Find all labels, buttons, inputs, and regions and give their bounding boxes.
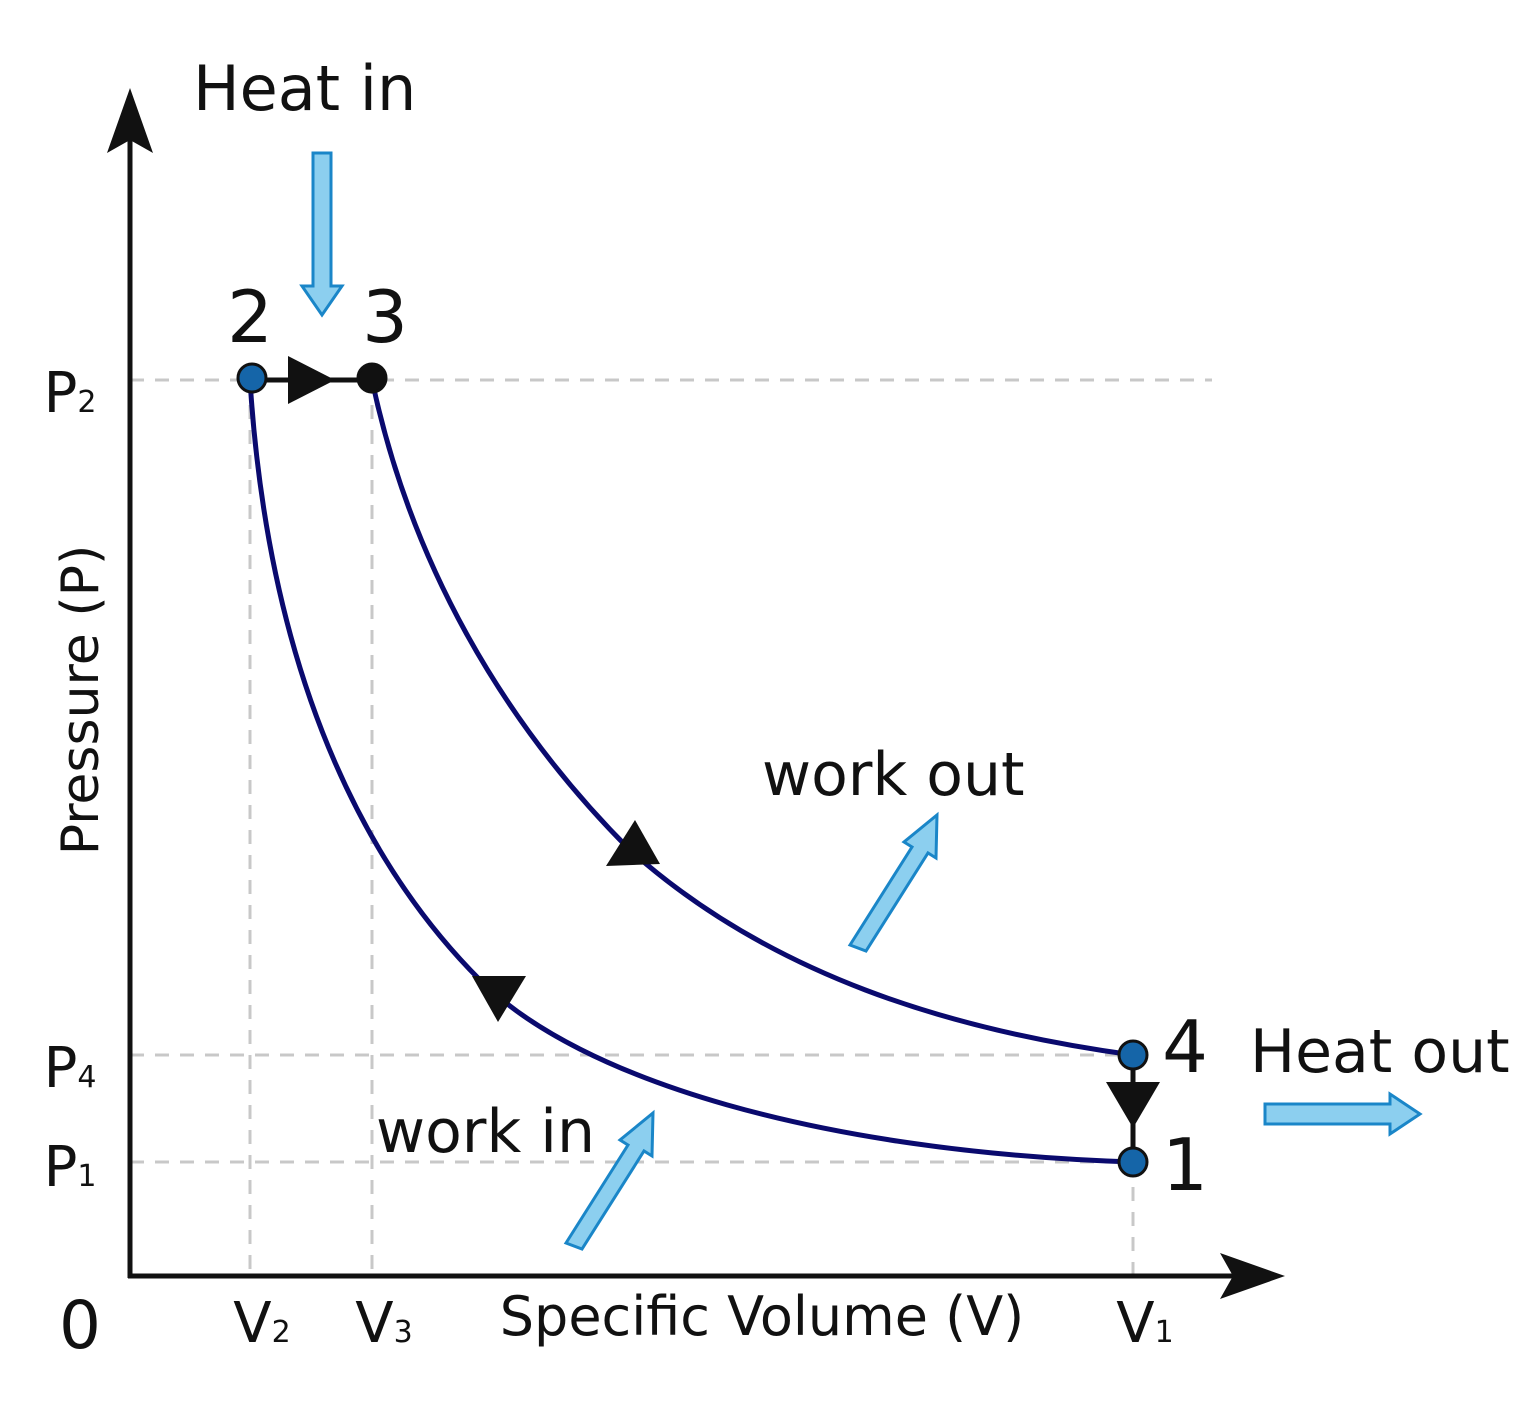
expansion-curve bbox=[369, 379, 1134, 1058]
heat-out-label: Heat out bbox=[1250, 1017, 1510, 1087]
state-label-2: 2 bbox=[227, 275, 273, 359]
tick-label-v2: V2 bbox=[233, 1291, 290, 1356]
direction-arrow-4-1 bbox=[1106, 1082, 1160, 1128]
state-label-1: 1 bbox=[1162, 1123, 1208, 1207]
flow-arrows bbox=[299, 151, 1423, 1251]
state-label-3: 3 bbox=[362, 275, 408, 359]
tick-label-p1: P1 bbox=[44, 1135, 97, 1200]
direction-arrow-3-4 bbox=[606, 820, 660, 866]
work-in-label: work in bbox=[376, 1097, 595, 1167]
x-axis-arrowhead bbox=[1220, 1253, 1285, 1299]
tick-label-v1: V1 bbox=[1116, 1291, 1173, 1356]
work-out-label: work out bbox=[762, 740, 1025, 810]
state-point-3 bbox=[356, 362, 388, 394]
state-point-4 bbox=[1117, 1039, 1149, 1071]
x-axis-label: Specific Volume (V) bbox=[500, 1285, 1024, 1348]
state-point-2 bbox=[236, 362, 268, 394]
tick-label-p2: P2 bbox=[44, 361, 97, 426]
heat-out-arrow-icon bbox=[1263, 1091, 1423, 1137]
tick-label-v3: V3 bbox=[355, 1291, 412, 1356]
heat-in-label: Heat in bbox=[193, 52, 416, 125]
state-point-1 bbox=[1117, 1146, 1149, 1178]
direction-arrow-1-2 bbox=[472, 976, 526, 1022]
state-label-4: 4 bbox=[1162, 1005, 1208, 1089]
direction-arrows bbox=[288, 356, 1160, 1128]
work-out-arrow-icon bbox=[847, 811, 939, 953]
origin-label: 0 bbox=[59, 1287, 101, 1364]
heat-in-arrow-icon bbox=[299, 151, 345, 318]
axes bbox=[107, 88, 1285, 1299]
tick-label-p4: P4 bbox=[44, 1036, 97, 1101]
y-axis-label: Pressure (P) bbox=[51, 545, 111, 856]
direction-arrow-2-3 bbox=[288, 356, 335, 404]
state-points bbox=[236, 362, 1149, 1178]
y-axis-arrowhead bbox=[107, 88, 153, 153]
guide-lines bbox=[130, 378, 1212, 1276]
work-in-arrow-icon bbox=[563, 1109, 655, 1251]
